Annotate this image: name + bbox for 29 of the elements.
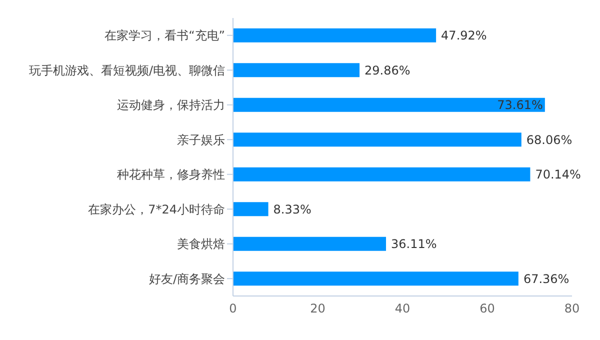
- bar: [233, 63, 360, 78]
- y-tick-label: 亲子娱乐: [177, 132, 225, 147]
- y-tick-label: 种花种草，修身养性: [117, 168, 225, 182]
- x-tick-label: 60: [480, 302, 495, 316]
- data-label: 68.06%: [526, 132, 572, 147]
- x-tick-label: 20: [310, 302, 326, 316]
- bar: [233, 272, 518, 286]
- x-tick-label: 80: [564, 302, 580, 316]
- y-tick-label: 在家学习，看书“充电”: [104, 28, 225, 43]
- bar: [233, 236, 386, 251]
- bar: [233, 132, 522, 147]
- bar: [233, 202, 268, 216]
- y-tick-label: 运动健身，保持活力: [117, 98, 225, 112]
- data-label: 73.61%: [497, 98, 543, 112]
- bar: [233, 98, 545, 112]
- y-tick-label: 在家办公，7*24小时待命: [88, 202, 225, 216]
- data-label: 67.36%: [523, 272, 570, 286]
- data-label: 29.86%: [364, 63, 410, 78]
- data-label: 36.11%: [391, 237, 437, 252]
- data-label: 70.14%: [535, 168, 581, 182]
- bar: [233, 28, 436, 42]
- bar: [233, 167, 530, 182]
- data-label: 47.92%: [441, 28, 487, 43]
- x-tick-label: 0: [229, 302, 237, 316]
- y-tick-label: 玩手机游戏、看短视频/电视、聊微信: [28, 63, 225, 78]
- y-tick-label: 美食烘焙: [177, 237, 225, 252]
- y-tick-label: 好友/商务聚会: [148, 272, 225, 286]
- data-label: 8.33%: [273, 202, 312, 216]
- x-tick-label: 40: [394, 302, 410, 316]
